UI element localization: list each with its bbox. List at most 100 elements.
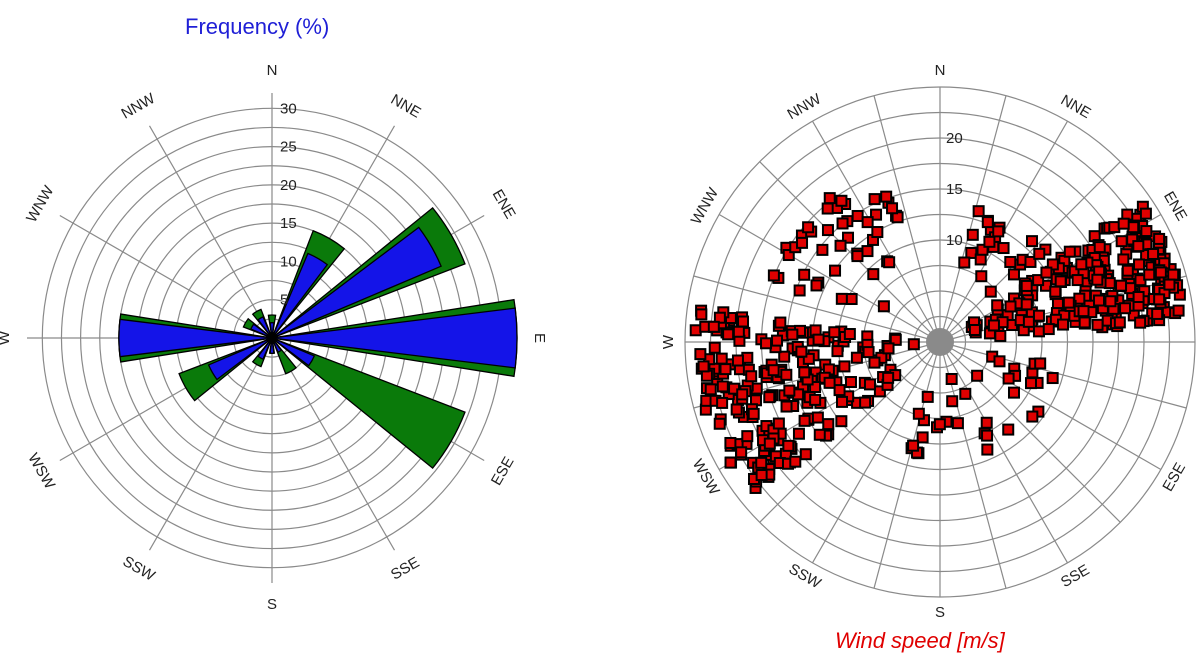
wind-point bbox=[793, 284, 806, 297]
wind-point bbox=[719, 363, 732, 376]
wind-point bbox=[829, 264, 842, 277]
wind-point bbox=[907, 338, 920, 351]
frequency-bar bbox=[271, 307, 518, 369]
wind-point bbox=[870, 208, 883, 221]
wind-point bbox=[715, 352, 728, 365]
wind-point bbox=[782, 439, 795, 452]
direction-label: S bbox=[267, 596, 277, 613]
wind-point bbox=[1033, 247, 1046, 260]
frequency-bar bbox=[271, 337, 466, 470]
wind-point bbox=[1104, 295, 1117, 308]
wind-point bbox=[987, 319, 1000, 332]
wind-point bbox=[835, 415, 848, 428]
wind-point bbox=[842, 231, 855, 244]
wind-point bbox=[823, 376, 836, 389]
wind-point bbox=[980, 416, 993, 429]
wind-point bbox=[968, 323, 981, 336]
wind-point bbox=[1071, 274, 1084, 287]
wind-point bbox=[877, 300, 890, 313]
wind-point bbox=[868, 356, 881, 369]
direction-label: W bbox=[660, 334, 677, 349]
spoke bbox=[811, 341, 941, 564]
wind-point bbox=[722, 328, 735, 341]
frequency-bar bbox=[271, 337, 283, 353]
wind-point bbox=[1091, 318, 1104, 331]
wind-point bbox=[966, 228, 979, 241]
wind-point bbox=[916, 431, 929, 444]
wind-point bbox=[1091, 273, 1104, 286]
wind-point bbox=[851, 250, 864, 263]
wind-point bbox=[835, 194, 848, 207]
wind-point bbox=[1132, 291, 1145, 304]
spoke bbox=[148, 125, 273, 339]
wind-point bbox=[945, 372, 958, 385]
wind-point bbox=[971, 369, 984, 382]
wind-point bbox=[792, 427, 805, 440]
wind-point bbox=[1054, 275, 1067, 288]
wind-point bbox=[828, 326, 841, 339]
wind-point bbox=[694, 348, 707, 361]
direction-label: N bbox=[267, 62, 278, 79]
wind-point bbox=[993, 355, 1006, 368]
wind-point bbox=[778, 350, 791, 363]
wind-point bbox=[863, 378, 876, 391]
wind-point bbox=[767, 364, 780, 377]
wind-point bbox=[1119, 302, 1132, 315]
wind-point bbox=[1172, 304, 1185, 317]
wind-point bbox=[844, 376, 857, 389]
wind-point bbox=[736, 388, 749, 401]
wind-point bbox=[1007, 268, 1020, 281]
wind-point bbox=[1022, 315, 1035, 328]
wind-point bbox=[735, 446, 748, 459]
wind-point bbox=[755, 469, 768, 482]
wind-point bbox=[716, 380, 729, 393]
wind-point bbox=[835, 292, 848, 305]
wind-point bbox=[974, 253, 987, 266]
direction-label: SSW bbox=[786, 560, 825, 592]
spoke bbox=[693, 275, 941, 343]
radial-tick-label: 20 bbox=[280, 177, 297, 194]
wind-point bbox=[1062, 296, 1075, 309]
spoke bbox=[939, 95, 1007, 343]
wind-point bbox=[1153, 293, 1166, 306]
direction-label: S bbox=[935, 604, 945, 621]
center-hub bbox=[926, 328, 954, 356]
wind-point bbox=[760, 337, 773, 350]
spoke bbox=[718, 341, 941, 471]
frequency-bar bbox=[271, 337, 316, 367]
radial-tick-label: 15 bbox=[946, 181, 963, 198]
wind-point bbox=[1034, 357, 1047, 370]
spoke bbox=[718, 213, 941, 343]
wind-point bbox=[1147, 247, 1160, 260]
direction-label: NNE bbox=[1058, 92, 1094, 123]
wind-point bbox=[822, 418, 835, 431]
frequency-bar bbox=[118, 318, 273, 358]
wind-point bbox=[809, 393, 822, 406]
frequency-bar bbox=[271, 226, 442, 339]
wind-point bbox=[802, 352, 815, 365]
wind-point bbox=[965, 246, 978, 259]
wind-point bbox=[991, 299, 1004, 312]
wind-point bbox=[1057, 318, 1070, 331]
wind-point bbox=[802, 221, 815, 234]
wind-point bbox=[1093, 241, 1106, 254]
wind-point bbox=[689, 324, 702, 337]
wind-point bbox=[780, 400, 793, 413]
wind-point bbox=[1167, 268, 1180, 281]
wind-point bbox=[981, 443, 994, 456]
spoke bbox=[939, 341, 1187, 409]
wind-point bbox=[859, 396, 872, 409]
wind-point bbox=[716, 396, 729, 409]
wind-point bbox=[796, 236, 809, 249]
frequency-bar bbox=[250, 323, 273, 339]
wind-point bbox=[780, 368, 793, 381]
wind-point bbox=[1121, 264, 1134, 277]
wind-point bbox=[783, 384, 796, 397]
wind-point bbox=[697, 360, 710, 373]
wind-point bbox=[798, 268, 811, 281]
wind-point bbox=[997, 242, 1010, 255]
wind-point bbox=[933, 418, 946, 431]
wind-point bbox=[1020, 298, 1033, 311]
wind-point bbox=[731, 354, 744, 367]
